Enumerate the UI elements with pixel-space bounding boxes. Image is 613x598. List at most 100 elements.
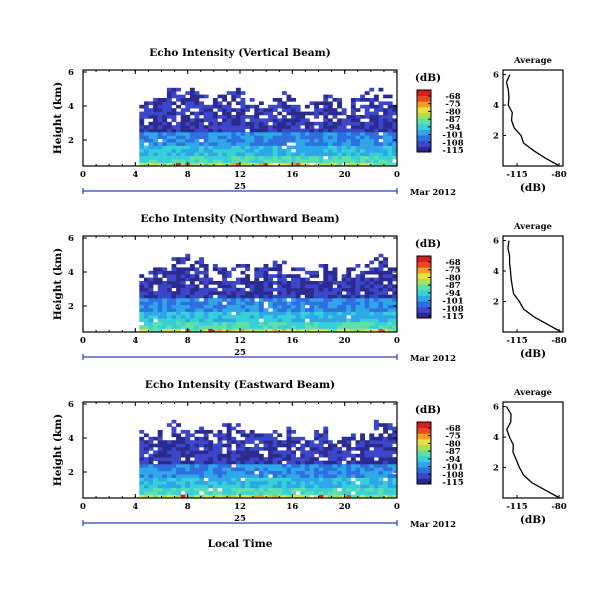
heatmap-cell <box>314 101 319 106</box>
heatmap-cell <box>157 304 163 309</box>
heatmap-cell <box>291 125 296 129</box>
heatmap-cell <box>295 121 301 126</box>
heatmap-cell <box>194 453 200 458</box>
heatmap-cell <box>268 118 273 123</box>
heatmap-cell <box>277 274 283 278</box>
heatmap-cell <box>350 155 356 160</box>
heatmap-cell <box>378 162 384 167</box>
heatmap-cell <box>166 315 172 319</box>
heatmap-cell <box>180 321 186 326</box>
heatmap-cell <box>332 447 338 451</box>
heatmap-cell <box>350 111 356 116</box>
heatmap-cell <box>203 481 209 485</box>
heatmap-cell <box>157 484 163 489</box>
heatmap-cell <box>295 315 301 319</box>
heatmap-cell <box>364 464 370 468</box>
heatmap-cell <box>217 430 223 434</box>
heatmap-cell <box>281 491 287 495</box>
heatmap-cell <box>199 108 204 112</box>
heatmap-cell <box>291 152 296 157</box>
heatmap-cell <box>332 291 338 295</box>
heatmap-cell <box>199 101 204 106</box>
heatmap-cell <box>249 467 255 472</box>
heatmap-cell <box>346 270 352 275</box>
heatmap-cell <box>369 433 375 438</box>
heatmap-cell <box>254 433 260 438</box>
heatmap-cell <box>300 484 306 489</box>
heatmap-cell <box>277 484 283 489</box>
heatmap-cell <box>176 315 181 319</box>
heatmap-cell <box>323 125 329 129</box>
heatmap-cell <box>323 277 329 282</box>
heatmap-cell <box>281 443 287 448</box>
heatmap-cell <box>176 491 181 495</box>
heatmap-cell <box>387 298 393 302</box>
heatmap-cell <box>263 128 269 133</box>
heatmap-cell <box>153 145 158 150</box>
heatmap-cell <box>235 491 241 495</box>
heatmap-cell <box>383 155 388 160</box>
heatmap-cell <box>350 301 356 306</box>
heatmap-cell <box>166 491 172 495</box>
heatmap-cell <box>194 321 200 326</box>
heatmap-cell <box>383 152 388 157</box>
heatmap-cell <box>277 284 283 289</box>
heatmap-cell <box>309 304 315 309</box>
heatmap-cell <box>258 118 264 123</box>
heatmap-cell <box>231 308 237 312</box>
heatmap-cell <box>337 121 342 126</box>
heatmap-cell <box>208 460 214 465</box>
heatmap-cell <box>249 433 255 438</box>
heatmap-cell <box>226 115 232 119</box>
heatmap-cell <box>327 464 333 468</box>
heatmap-cell <box>387 311 393 316</box>
heatmap-cell <box>314 481 319 485</box>
heatmap-cell <box>245 138 250 143</box>
heatmap-cell <box>332 274 338 278</box>
heatmap-cell <box>364 152 370 157</box>
heatmap-cell <box>355 308 361 312</box>
heatmap-cell <box>148 142 154 146</box>
heatmap-cell <box>240 162 246 167</box>
heatmap-cell <box>295 481 301 485</box>
heatmap-cell <box>355 321 361 326</box>
heatmap-cell <box>286 436 292 441</box>
heatmap-cell <box>231 440 237 444</box>
heatmap-cell <box>249 291 255 295</box>
heatmap-cell <box>300 443 306 448</box>
heatmap-cell <box>157 270 163 275</box>
heatmap-cell <box>387 108 393 112</box>
heatmap-cell <box>203 142 209 146</box>
heatmap-cell <box>139 440 145 444</box>
heatmap-cell <box>323 132 329 136</box>
heatmap-cell <box>185 484 191 489</box>
heatmap-cell <box>180 447 186 451</box>
colorbar-swatch <box>417 289 431 296</box>
heatmap-cell <box>281 325 287 329</box>
heatmap-cell <box>355 142 361 146</box>
heatmap-cell <box>171 318 177 323</box>
heatmap-cell <box>350 298 356 302</box>
heatmap-cell <box>157 287 163 292</box>
heatmap-cell <box>189 443 195 448</box>
heatmap-cell <box>364 308 370 312</box>
heatmap-cell <box>171 315 177 319</box>
heatmap-cell <box>189 311 195 316</box>
heatmap-cell <box>392 138 398 143</box>
heatmap-cell <box>291 474 296 478</box>
panel-title: Echo Intensity (Northward Beam) <box>140 213 339 225</box>
heatmap-cell <box>346 301 352 306</box>
heatmap-cell <box>360 142 365 146</box>
heatmap-cell <box>286 464 292 468</box>
heatmap-cell <box>226 145 232 150</box>
heatmap-cell <box>263 138 269 143</box>
heatmap-cell <box>189 121 195 126</box>
heatmap-cell <box>392 433 398 438</box>
heatmap-cell <box>300 308 306 312</box>
heatmap-cell <box>176 494 181 499</box>
heatmap-cell <box>189 267 195 272</box>
y-tick-label: 2 <box>68 468 74 478</box>
heatmap-cell <box>162 470 168 475</box>
heatmap-cell <box>295 304 301 309</box>
heatmap-cell <box>189 328 195 333</box>
